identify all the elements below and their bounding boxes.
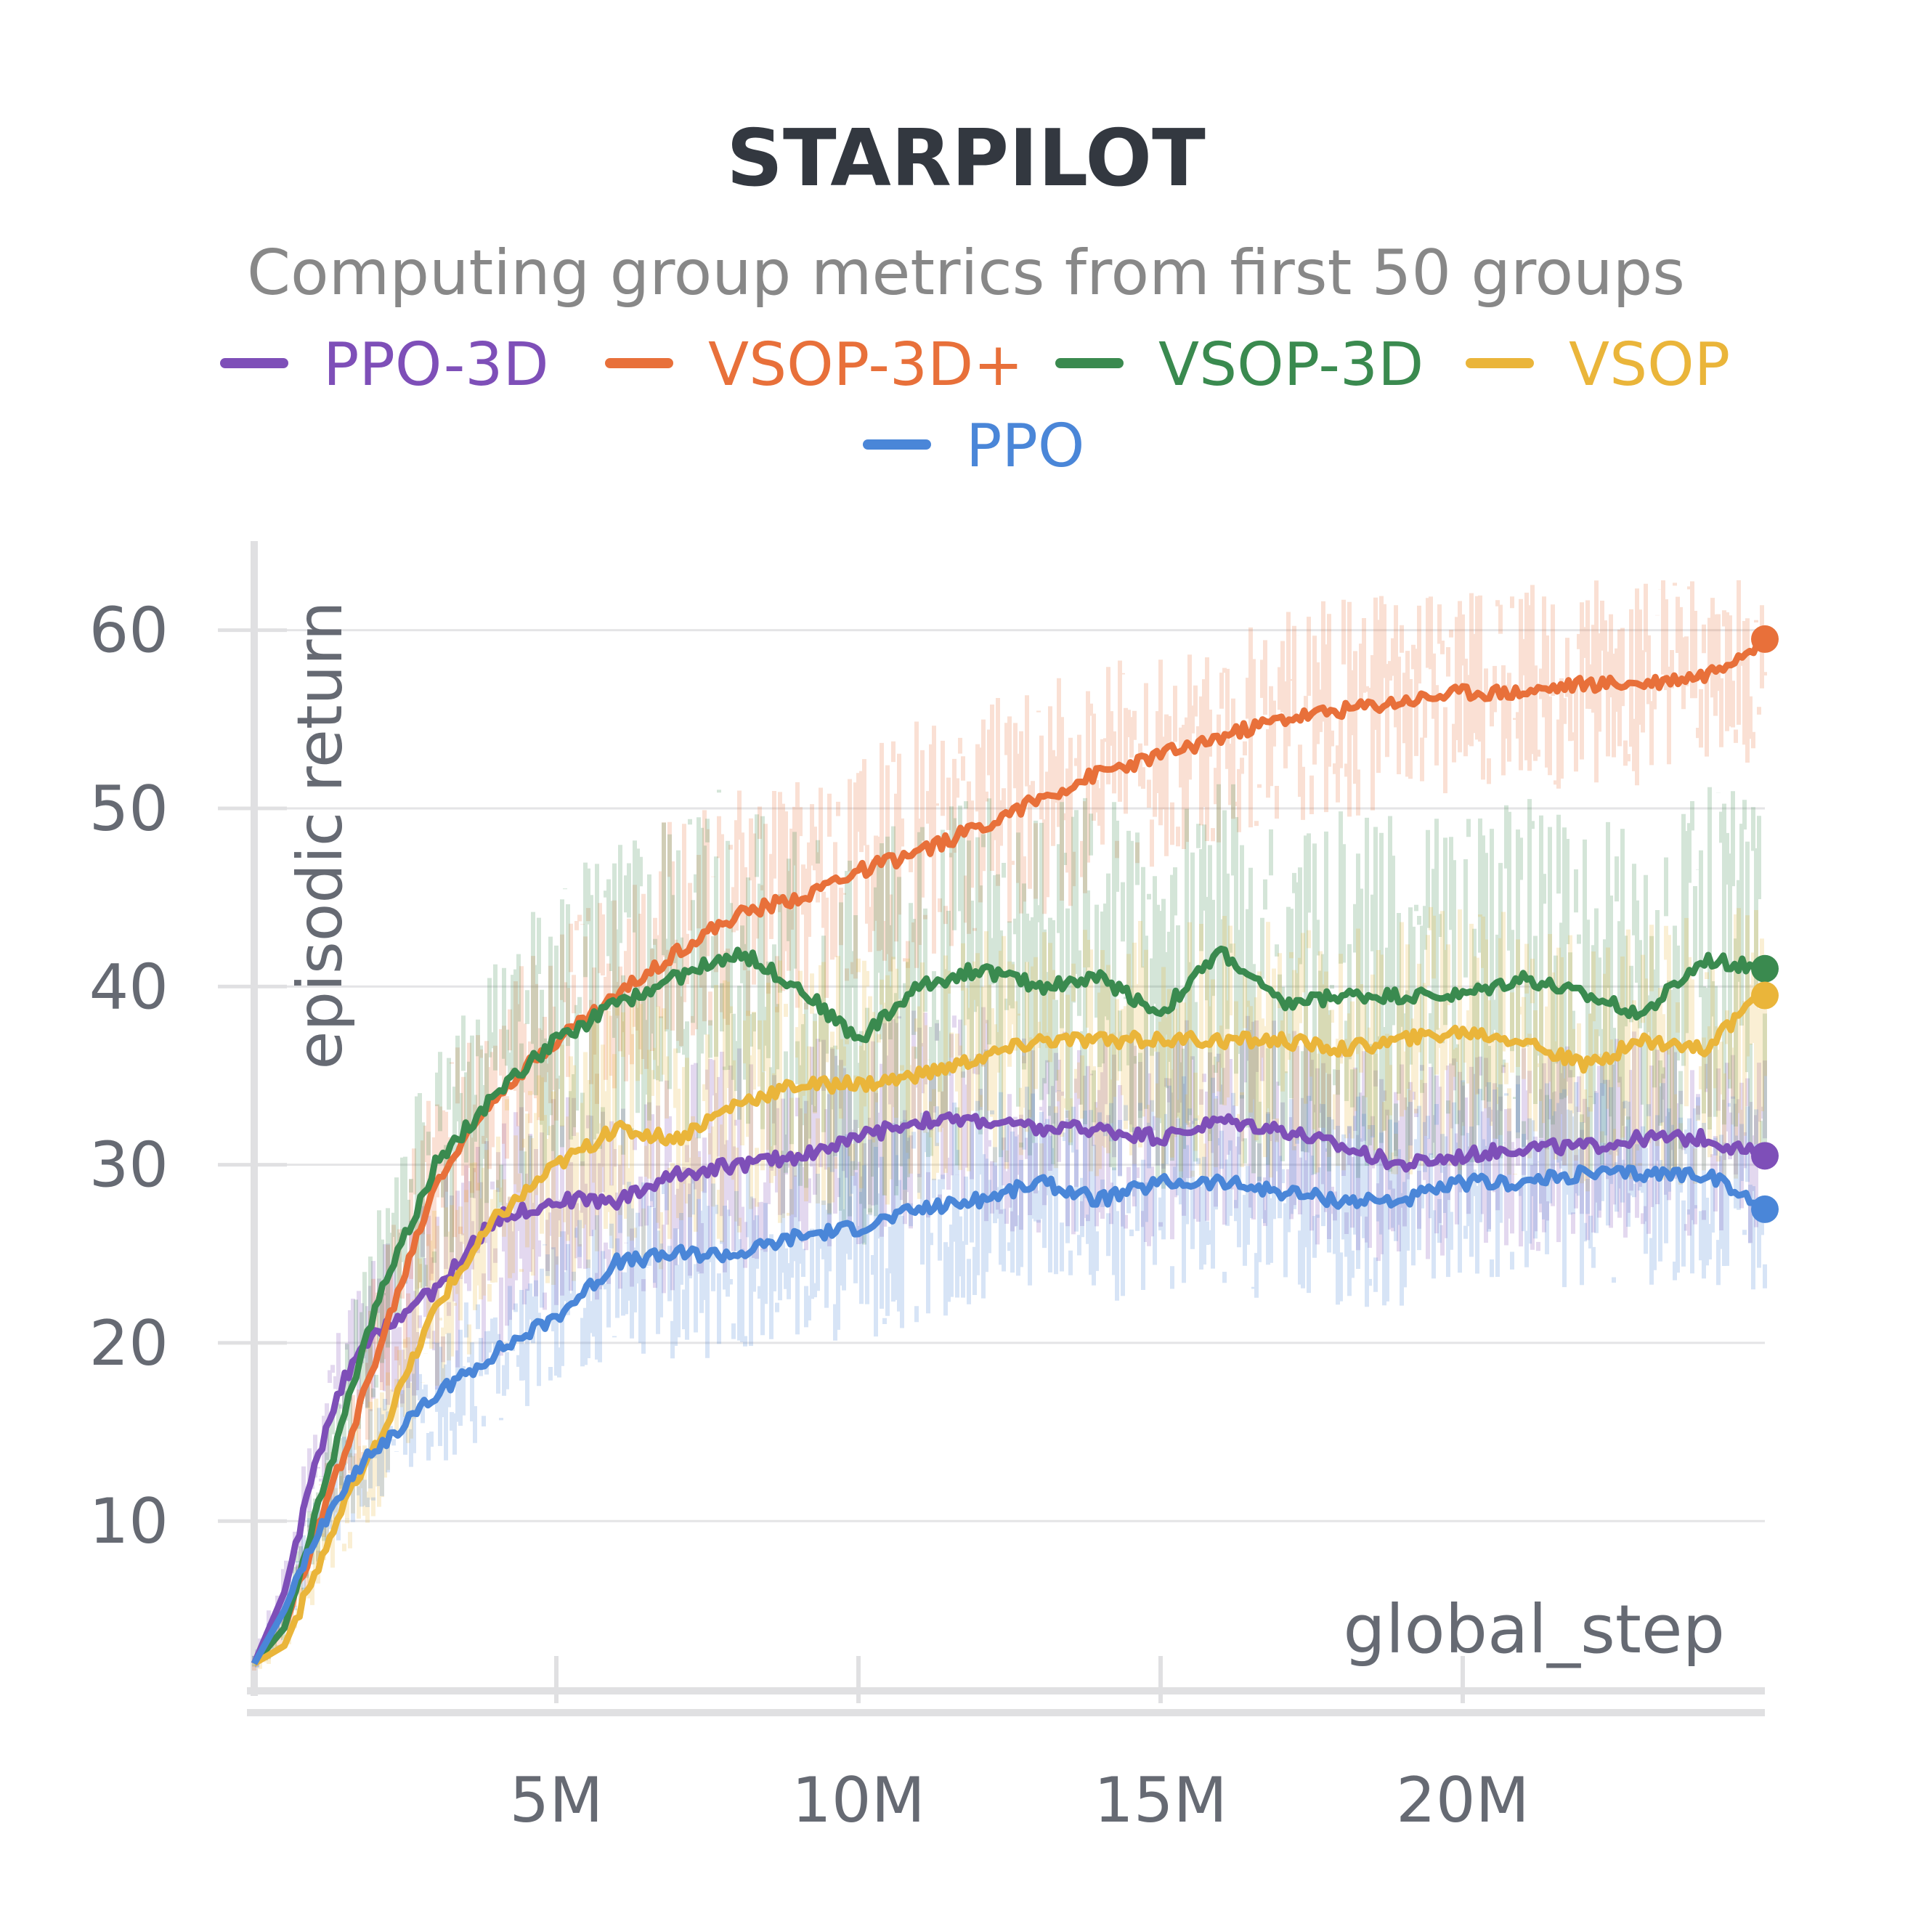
legend-label: VSOP-3D+ <box>708 330 1023 399</box>
series-line-ppo <box>251 1164 1767 1665</box>
legend-label: PPO <box>966 412 1084 481</box>
series-endpoint <box>1751 1195 1779 1223</box>
chart-subtitle: Computing group metrics from first 50 gr… <box>247 237 1685 309</box>
legend-label: VSOP <box>1569 330 1730 399</box>
axes: 10 20 30 40 50 60 5M 10M 15M 20M <box>89 541 1765 1837</box>
y-tick-label: 30 <box>89 1129 168 1202</box>
y-tick-label: 60 <box>89 595 168 667</box>
series-endpoint <box>1751 954 1779 983</box>
series-band-vsop <box>252 906 1767 1669</box>
series-lines <box>251 636 1767 1667</box>
y-axis-label: episodic return <box>284 601 357 1070</box>
chart-title: STARPILOT <box>726 113 1206 204</box>
x-tick-label: 5M <box>510 1764 604 1837</box>
series-endpoint <box>1751 1142 1779 1170</box>
x-tick-label: 10M <box>792 1764 925 1837</box>
x-tick-label: 20M <box>1396 1764 1530 1837</box>
y-tick-label: 20 <box>89 1307 168 1380</box>
y-tick-label: 50 <box>89 773 168 845</box>
series-endpoint <box>1751 625 1779 653</box>
legend: PPO-3D VSOP-3D+ VSOP-3D VSOP PPO <box>220 330 1730 481</box>
legend-label: PPO-3D <box>323 330 549 399</box>
series-endpoints <box>1751 625 1779 1223</box>
x-tick-label: 15M <box>1094 1764 1227 1837</box>
series-line-vsop-3d <box>251 945 1766 1666</box>
series-endpoint <box>1751 981 1779 1010</box>
series-line-vsop <box>252 993 1767 1667</box>
y-tick-label: 10 <box>89 1485 168 1558</box>
series-bands <box>252 580 1767 1671</box>
y-tick-label: 40 <box>89 951 168 1023</box>
x-axis-label: global_step <box>1343 1591 1725 1668</box>
legend-label: VSOP-3D <box>1158 330 1424 399</box>
